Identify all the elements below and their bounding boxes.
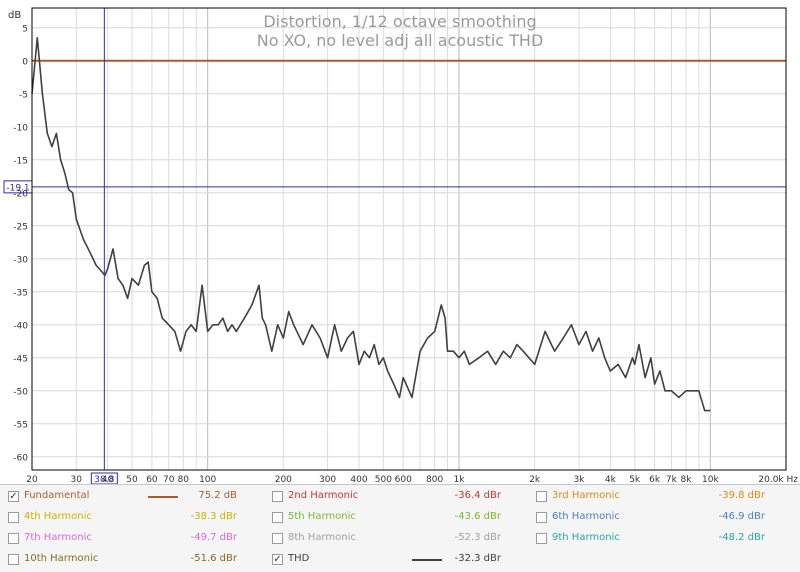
legend-item-7th-harmonic: 7th Harmonic -49.7 dBr — [8, 528, 258, 550]
x-tick-label: 5k — [629, 475, 641, 485]
legend-swatch-fundamental — [148, 496, 178, 498]
x-tick-label: 30 — [71, 475, 83, 485]
legend-checkbox-6th-harmonic[interactable] — [536, 512, 547, 523]
legend-label-8th-harmonic: 8th Harmonic — [288, 532, 356, 543]
legend-value-2nd-harmonic: -36.4 dBr — [454, 490, 501, 501]
x-tick-label: 1k — [454, 475, 466, 485]
y-tick-label: -45 — [13, 354, 28, 364]
x-tick-label: 800 — [426, 475, 443, 485]
y-tick-label: 0 — [22, 57, 28, 67]
y-tick-label: -40 — [13, 321, 28, 331]
legend-row: 10th Harmonic -51.6 dBr ✓ THD -32.3 dBr — [0, 549, 800, 571]
y-tick-label: -10 — [13, 123, 28, 133]
legend-value-6th-harmonic: -46.9 dBr — [718, 511, 765, 522]
legend-checkbox-9th-harmonic[interactable] — [536, 533, 547, 544]
legend-checkbox-4th-harmonic[interactable] — [8, 512, 19, 523]
cursor-x-label: 38.8 — [94, 475, 114, 485]
legend-item-2nd-harmonic: 2nd Harmonic -36.4 dBr — [272, 486, 522, 508]
legend-label-10th-harmonic: 10th Harmonic — [24, 553, 99, 564]
x-tick-label: 60 — [146, 475, 158, 485]
legend-checkbox-5th-harmonic[interactable] — [272, 512, 283, 523]
legend-value-9th-harmonic: -48.2 dBr — [718, 532, 765, 543]
legend-item-5th-harmonic: 5th Harmonic -43.6 dBr — [272, 507, 522, 529]
y-tick-label: -35 — [13, 288, 28, 298]
legend-item-fundamental: ✓ Fundamental 75.2 dB — [8, 486, 258, 508]
y-tick-label: 5 — [22, 24, 28, 34]
y-tick-label: -5 — [19, 90, 28, 100]
y-tick-label: -20 — [13, 189, 28, 199]
legend-checkbox-2nd-harmonic[interactable] — [272, 491, 283, 502]
y-tick-label: -25 — [13, 222, 28, 232]
cursor-y-label: -19.1 — [6, 183, 29, 193]
legend-value-fundamental: 75.2 dB — [198, 490, 237, 501]
legend-checkbox-thd[interactable]: ✓ — [272, 554, 283, 565]
x-tick-label: 200 — [275, 475, 292, 485]
legend-value-thd: -32.3 dBr — [454, 553, 501, 564]
legend-label-2nd-harmonic: 2nd Harmonic — [288, 490, 359, 501]
legend-row: 7th Harmonic -49.7 dBr 8th Harmonic -52.3 d… — [0, 528, 800, 550]
x-tick-label: 6k — [649, 475, 661, 485]
legend-label-5th-harmonic: 5th Harmonic — [288, 511, 356, 522]
y-tick-label: -50 — [13, 387, 28, 397]
x-tick-label: 7k — [666, 475, 678, 485]
legend-checkbox-10th-harmonic[interactable] — [8, 554, 19, 565]
x-tick-label: 20.0k Hz — [758, 475, 798, 485]
series-line-thd — [31, 36, 711, 412]
y-tick-label: -30 — [13, 255, 28, 265]
legend-label-4th-harmonic: 4th Harmonic — [24, 511, 92, 522]
x-tick-label: 10k — [702, 475, 719, 485]
x-tick-label: 70 — [163, 475, 175, 485]
x-tick-label: 100 — [199, 475, 216, 485]
legend-value-3rd-harmonic: -39.8 dBr — [718, 490, 765, 501]
legend-value-5th-harmonic: -43.6 dBr — [454, 511, 501, 522]
x-tick-label: 20 — [26, 475, 38, 485]
x-tick-label: 3k — [573, 475, 585, 485]
x-tick-label: 80 — [178, 475, 190, 485]
legend-label-7th-harmonic: 7th Harmonic — [24, 532, 92, 543]
x-tick-label: 40 — [102, 475, 114, 485]
x-tick-label: 8k — [681, 475, 693, 485]
y-axis-label: dB — [8, 10, 21, 21]
x-tick-label: 300 — [319, 475, 336, 485]
legend-label-3rd-harmonic: 3rd Harmonic — [552, 490, 620, 501]
y-tick-label: -15 — [13, 156, 28, 166]
chart-subtitle: No XO, no level adj all acoustic THD — [257, 31, 544, 50]
legend-item-10th-harmonic: 10th Harmonic -51.6 dBr — [8, 549, 258, 571]
legend-value-4th-harmonic: -38.3 dBr — [190, 511, 237, 522]
legend-checkbox-3rd-harmonic[interactable] — [536, 491, 547, 502]
x-tick-label: 600 — [395, 475, 412, 485]
legend-item-6th-harmonic: 6th Harmonic -46.9 dBr — [536, 507, 786, 529]
legend-value-10th-harmonic: -51.6 dBr — [190, 553, 237, 564]
legend-item-9th-harmonic: 9th Harmonic -48.2 dBr — [536, 528, 786, 550]
legend-item-8th-harmonic: 8th Harmonic -52.3 dBr — [272, 528, 522, 550]
legend-swatch-thd — [412, 559, 442, 561]
legend-item-4th-harmonic: 4th Harmonic -38.3 dBr — [8, 507, 258, 529]
legend-label-thd: THD — [288, 553, 310, 564]
legend-label-9th-harmonic: 9th Harmonic — [552, 532, 620, 543]
y-tick-label: -60 — [13, 453, 28, 463]
legend-item-thd: ✓ THD -32.3 dBr — [272, 549, 522, 571]
legend-value-8th-harmonic: -52.3 dBr — [454, 532, 501, 543]
legend-value-7th-harmonic: -49.7 dBr — [190, 532, 237, 543]
legend-panel: ✓ Fundamental 75.2 dB 2nd Harmonic -36.4 dBr… — [0, 484, 800, 572]
x-tick-label: 400 — [350, 475, 367, 485]
x-tick-label: 500 — [375, 475, 392, 485]
chart-title: Distortion, 1/12 octave smoothing — [263, 12, 536, 31]
x-tick-label: 4k — [605, 475, 617, 485]
legend-row: 4th Harmonic -38.3 dBr 5th Harmonic -43.6 d… — [0, 507, 800, 529]
legend-checkbox-8th-harmonic[interactable] — [272, 533, 283, 544]
legend-checkbox-7th-harmonic[interactable] — [8, 533, 19, 544]
y-tick-label: -55 — [13, 420, 28, 430]
legend-label-6th-harmonic: 6th Harmonic — [552, 511, 620, 522]
x-tick-label: 50 — [126, 475, 138, 485]
plot-frame — [31, 7, 787, 471]
x-tick-label: 2k — [529, 475, 541, 485]
legend-item-3rd-harmonic: 3rd Harmonic -39.8 dBr — [536, 486, 786, 508]
distortion-chart: 38.8-19.1 50-5-10-15-20-25-30-35-40-45-5… — [3, 7, 799, 485]
legend-label-fundamental: Fundamental — [24, 490, 90, 501]
legend-checkbox-fundamental[interactable]: ✓ — [8, 491, 19, 502]
legend-row: ✓ Fundamental 75.2 dB 2nd Harmonic -36.4 dBr… — [0, 486, 800, 508]
